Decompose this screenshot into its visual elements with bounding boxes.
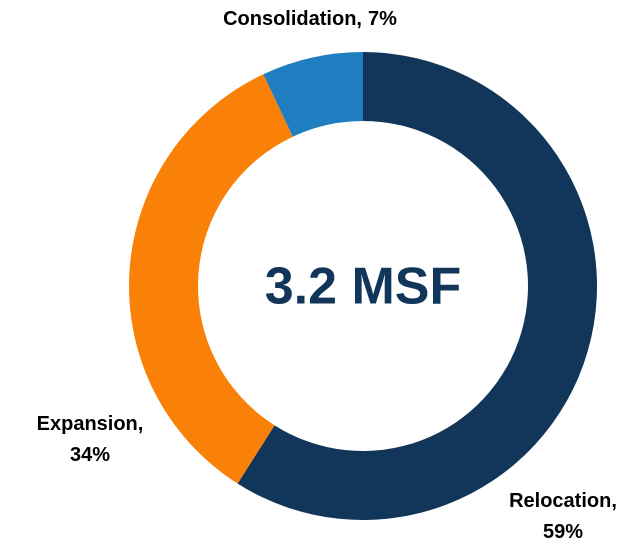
data-label-name: Relocation, — [509, 490, 617, 512]
data-label-value: 34% — [70, 444, 110, 466]
donut-segment — [263, 52, 363, 137]
donut-segment — [237, 52, 598, 520]
data-label: Consolidation, 7% — [223, 8, 397, 30]
center-label: 3.2 MSF — [265, 258, 462, 316]
donut-segment — [129, 74, 293, 484]
data-label: Relocation, 59% — [509, 490, 617, 543]
data-label-value: 59% — [543, 521, 583, 543]
data-label-value: 7% — [368, 8, 397, 30]
data-label-name: Consolidation, — [223, 8, 362, 30]
data-label: Expansion, 34% — [37, 413, 144, 466]
data-label-name: Expansion, — [37, 413, 144, 435]
